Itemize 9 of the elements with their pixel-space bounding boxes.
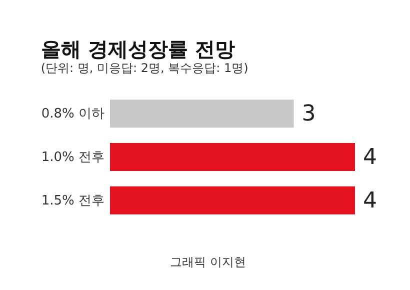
y-tick-label: 1.0% 전후 <box>41 150 104 165</box>
y-tick-label: 1.5% 전후 <box>41 193 104 208</box>
text: 그래픽 이지현 <box>170 255 246 269</box>
data-label: 3 <box>302 102 316 127</box>
y-tick-label: 0.8% 이하 <box>41 106 104 122</box>
data-label: 4 <box>363 145 377 170</box>
chart-title: 올해 경제성장률 전망 <box>40 37 235 61</box>
data-label: 4 <box>363 188 377 214</box>
chart-subtitle: (단위: 명, 미응답: 2명, 복수응답: 1명) <box>40 61 248 75</box>
